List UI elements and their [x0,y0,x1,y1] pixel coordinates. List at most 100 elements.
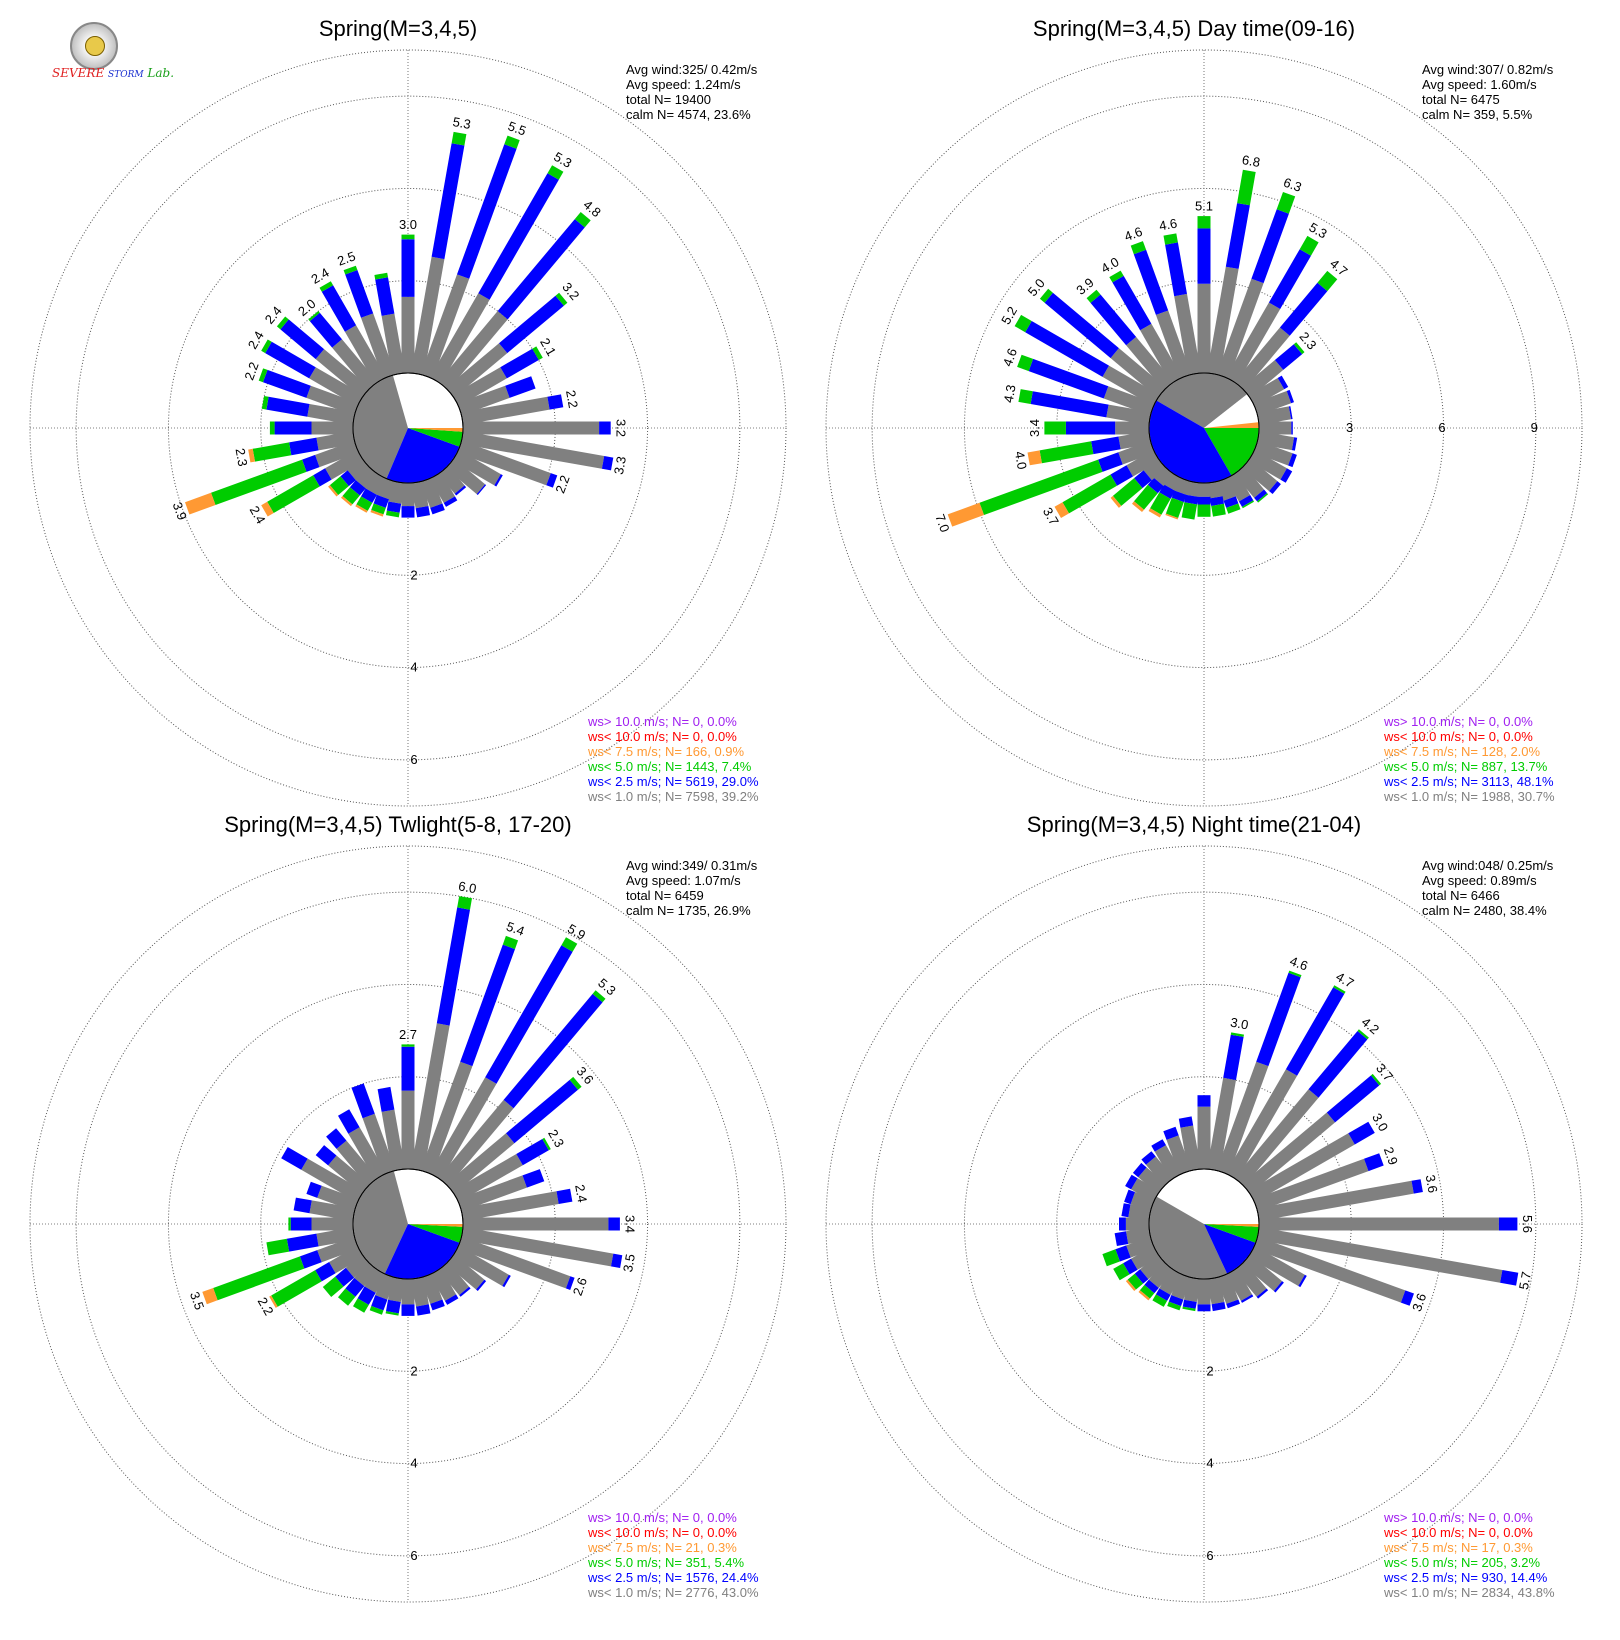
legend-item: ws< 1.0 m/s; N= 2834, 43.8% [1383,1585,1555,1600]
bar-label: 3.5 [620,1253,638,1273]
bar-segment-green [401,1044,415,1047]
bar-label: 3.0 [1229,1015,1249,1033]
calm-pie-slice [1204,422,1259,428]
info-line: Avg wind:048/ 0.25m/s [1422,858,1554,873]
bar-label: 3.6 [1409,1291,1429,1313]
bar-segment-blue [335,1267,355,1287]
bar-label: 5.6 [1520,1215,1535,1233]
bar-segment-gray [446,1133,515,1194]
bar-segment-blue [1171,490,1187,503]
bar-segment-blue [371,1295,388,1311]
info-line: Avg speed: 1.60m/s [1422,77,1537,92]
bar-segment-gray [1126,1227,1151,1244]
bar-segment-blue [1226,1299,1240,1309]
lab-logo: SEVERE STORM Lab. [52,22,174,84]
bar-segment-blue [1291,437,1298,451]
logo-lab: Lab. [147,66,175,80]
bar-segment-gray [309,367,364,407]
bar-segment-gray [401,483,415,507]
bar-segment-green [569,1076,582,1090]
bar-segment-orange [1027,450,1042,466]
bar-segment-green [329,476,349,495]
bar-segment-gray [325,449,364,480]
info-line: Avg wind:325/ 0.42m/s [626,62,758,77]
bar-segment-blue [485,945,573,1084]
bar-segment-blue [1168,1295,1184,1307]
bar-segment-green [547,165,564,180]
legend-item: ws< 7.5 m/s; N= 21, 0.3% [587,1540,737,1555]
info-line: Avg wind:349/ 0.31m/s [626,858,758,873]
bar-segment-green [451,131,467,146]
bar-segment-gray [311,421,353,435]
logo-storm: STORM [108,70,144,80]
info-line: total N= 6475 [1422,92,1500,107]
bar-segment-blue [265,341,316,379]
bar-segment-blue [386,1299,401,1314]
bar-segment-green [1371,1073,1382,1086]
bar-segment-gray [1225,472,1251,502]
bar-segment-green [542,1137,551,1151]
bar-segment-green [592,990,606,1003]
bar-segment-orange [261,501,274,517]
bar-segment-blue [1256,1288,1269,1299]
bar-segment-gray [420,274,470,379]
calm-pie-slice [353,1171,408,1274]
ring-label: 2 [410,1363,417,1378]
bar-segment-gray [452,449,501,486]
bar-segment-blue [608,1217,620,1231]
bar-segment-blue [1288,406,1293,420]
bar-segment-gray [446,343,508,398]
bar-segment-green [266,1238,290,1256]
bar-label: 3.5 [187,1290,207,1312]
bar-segment-gray [429,293,490,384]
bar-segment-blue [1151,1139,1166,1152]
calm-outline [352,1168,464,1280]
bar-segment-gray [420,1061,473,1175]
bar-segment-gray [354,1262,378,1287]
info-line: Avg speed: 1.07m/s [626,873,741,888]
bar-segment-gray [1242,1254,1283,1291]
calm-pie-slice [1204,428,1259,476]
info-line: calm N= 359, 5.5% [1422,107,1533,122]
bar-label: 6.0 [457,878,477,896]
bar-segment-blue [505,376,536,398]
bar-segment-green [561,937,578,952]
bar-segment-blue [476,1279,487,1291]
bar-segment-gray [446,458,486,495]
bar-segment-blue [1279,282,1328,336]
bar-segment-green [1288,970,1302,978]
bar-segment-blue [1028,358,1109,399]
bar-segment-gray [345,1254,370,1278]
bar-segment-blue [1030,391,1109,418]
outer-ring [825,845,1583,1603]
legend-item: ws< 2.5 m/s; N= 1576, 24.4% [587,1570,759,1585]
bar-segment-blue [1251,209,1289,284]
bar-segment-gray [1257,1227,1503,1283]
bar-segment-gray [355,466,378,489]
bar-segment-blue [351,1083,375,1119]
bar-segment-gray [328,1155,370,1194]
bar-segment-gray [361,313,396,379]
bar-segment-blue [1065,421,1116,435]
bar-segment-gray [452,1245,509,1286]
bar-segment-gray [1153,466,1174,487]
bar-segment-green [1152,1294,1168,1307]
bar-segment-gray [1154,1145,1183,1180]
bar-segment-blue [457,144,517,279]
bar-label: 3.4 [1027,419,1042,437]
bar-segment-orange [947,502,984,527]
bar-segment-blue [599,421,611,435]
bar-segment-green [1197,504,1211,517]
bar-segment-blue [386,501,402,513]
bar-segment-blue [1124,1189,1135,1205]
bar-segment-gray [1102,365,1160,407]
bar-segment-blue [1298,1274,1307,1288]
bar-segment-orange [341,496,353,507]
bar-segment-blue [309,312,342,348]
bar-segment-gray [1197,1106,1211,1169]
bar-segment-blue [1114,1231,1129,1246]
bar-segment-gray [461,1191,559,1221]
legend-item: ws> 10.0 m/s; N= 0, 0.0% [587,714,737,729]
bar-segment-blue [299,1250,322,1269]
bar-segment-orange [248,448,255,463]
